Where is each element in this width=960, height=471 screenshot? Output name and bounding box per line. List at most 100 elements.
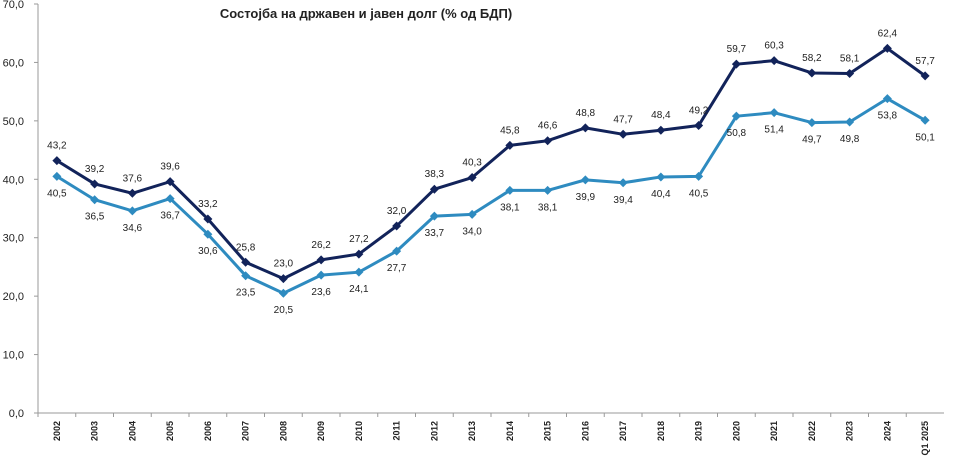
series-0-point — [731, 59, 741, 69]
series-1-point — [90, 195, 100, 205]
series-1-data-label: 24,1 — [349, 284, 369, 295]
series-0-point — [316, 255, 326, 265]
series-0-point — [392, 221, 402, 231]
series-1-point — [52, 171, 62, 181]
series-0-point — [505, 140, 515, 150]
series-0-data-label: 58,2 — [802, 53, 822, 64]
x-tick-label: 2024 — [882, 421, 892, 441]
series-1-data-label: 27,7 — [387, 263, 407, 274]
series-1-data-label: 20,5 — [274, 305, 294, 316]
x-tick-label: 2015 — [543, 421, 553, 441]
x-tick-label: 2019 — [694, 421, 704, 441]
series-0-data-label: 47,7 — [613, 114, 633, 125]
series-0-data-label: 33,2 — [198, 199, 218, 210]
series-0-point — [241, 257, 251, 267]
series-1-data-label: 23,5 — [236, 288, 256, 299]
series-0-data-label: 58,1 — [840, 54, 860, 65]
series-1-data-label: 34,0 — [462, 226, 482, 237]
series-1-point — [845, 117, 855, 127]
series-0-data-label: 59,7 — [727, 44, 747, 55]
series-0-point — [354, 249, 364, 259]
x-tick-label: 2005 — [165, 421, 175, 441]
series-0-point — [90, 179, 100, 189]
series-1-point — [505, 185, 515, 195]
series-1-data-label: 23,6 — [311, 287, 331, 298]
series-1-point — [127, 206, 137, 216]
x-tick-label: 2023 — [845, 421, 855, 441]
series-1-data-label: 40,5 — [689, 188, 709, 199]
series-0-data-label: 39,2 — [85, 164, 105, 175]
y-tick-label: 40,0 — [3, 174, 24, 186]
x-tick-label: 2009 — [316, 421, 326, 441]
x-tick-label: 2007 — [241, 421, 251, 441]
series-1-data-label: 50,8 — [727, 128, 747, 139]
series-1-data-label: 40,4 — [651, 189, 671, 200]
series-0-point — [618, 129, 628, 139]
series-1-data-label: 34,6 — [123, 223, 143, 234]
series-1-point — [316, 270, 326, 280]
series-0-data-label: 43,2 — [47, 141, 67, 152]
y-tick-label: 0,0 — [9, 408, 24, 420]
series-1-data-label: 39,9 — [576, 192, 596, 203]
x-tick-label: 2008 — [278, 421, 288, 441]
series-1-data-label: 30,6 — [198, 246, 218, 257]
y-tick-label: 50,0 — [3, 116, 24, 128]
y-tick-label: 70,0 — [3, 0, 24, 11]
series-0-point — [127, 188, 137, 198]
series-1-data-label: 38,1 — [538, 202, 558, 213]
y-tick-label: 30,0 — [3, 233, 24, 245]
x-tick-label: 2006 — [203, 421, 213, 441]
series-1-data-label: 36,7 — [160, 211, 180, 222]
series-0-point — [429, 184, 439, 194]
series-1-data-label: 49,7 — [802, 135, 822, 146]
x-tick-label: 2002 — [52, 421, 62, 441]
series-1-point — [769, 108, 779, 118]
series-1-point — [656, 172, 666, 182]
series-1-point — [429, 211, 439, 221]
series-0-data-label: 40,3 — [462, 158, 482, 169]
series-0-point — [278, 274, 288, 284]
x-tick-label: 2010 — [354, 421, 364, 441]
series-0-data-label: 45,8 — [500, 125, 520, 136]
series-0-point — [694, 121, 704, 131]
series-1-point — [165, 194, 175, 204]
series-1-line — [56, 97, 926, 295]
series-1-point — [278, 288, 288, 298]
series-0-data-label: 48,4 — [651, 110, 671, 121]
series-0-point — [52, 156, 62, 166]
series-0-line — [56, 46, 927, 281]
series-1-data-label: 51,4 — [764, 125, 784, 136]
series-0-data-label: 57,7 — [915, 56, 935, 67]
series-1-data-label: 33,7 — [425, 228, 445, 239]
series-0-data-label: 39,6 — [160, 162, 180, 173]
series-0-point — [769, 56, 779, 66]
series-0-data-label: 37,6 — [123, 173, 143, 184]
x-tick-label: 2011 — [392, 421, 402, 441]
series-0-point — [580, 123, 590, 133]
series-1-point — [241, 271, 251, 281]
x-tick-label: 2017 — [618, 421, 628, 441]
x-tick-label: 2018 — [656, 421, 666, 441]
series-0-data-label: 60,3 — [764, 41, 784, 52]
x-tick-label: 2021 — [769, 421, 779, 441]
series-1-point — [580, 175, 590, 185]
series-group — [52, 43, 930, 298]
series-0-data-label: 25,8 — [236, 242, 256, 253]
series-1-point — [392, 246, 402, 256]
series-1-data-label: 50,1 — [915, 132, 935, 143]
series-0-data-label: 27,2 — [349, 234, 369, 245]
series-1-point — [543, 185, 553, 195]
series-1-data-label: 40,5 — [47, 188, 67, 199]
x-tick-label: 2020 — [731, 421, 741, 441]
series-0-data-label: 48,8 — [576, 108, 596, 119]
series-0-point — [920, 71, 930, 81]
series-0-point — [656, 125, 666, 135]
axes: 0,0 10,0 20,0 30,0 40,0 50,0 60,0 70,0 2002 2003 2… — [3, 0, 944, 456]
series-1-point — [731, 111, 741, 121]
series-1-point — [920, 115, 930, 125]
series-1-point — [467, 209, 477, 219]
y-tick-label: 60,0 — [3, 57, 24, 69]
series-0-point — [845, 69, 855, 79]
series-0-data-label: 38,3 — [425, 169, 445, 180]
series-0-point — [543, 136, 553, 146]
